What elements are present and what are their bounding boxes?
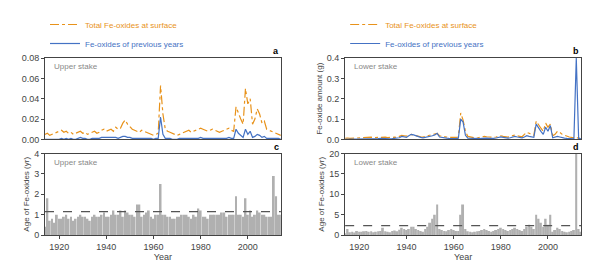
svg-text:0.00: 0.00 bbox=[22, 135, 40, 145]
svg-text:0.3: 0.3 bbox=[327, 74, 340, 84]
svg-text:20: 20 bbox=[329, 149, 339, 159]
svg-text:Total Fe-oxides at surface: Total Fe-oxides at surface bbox=[85, 21, 177, 30]
svg-text:1920: 1920 bbox=[349, 242, 369, 252]
svg-text:Fe-oxides of previous years: Fe-oxides of previous years bbox=[85, 40, 183, 49]
svg-text:1920: 1920 bbox=[49, 242, 69, 252]
svg-text:Lower stake: Lower stake bbox=[354, 62, 398, 71]
svg-text:1960: 1960 bbox=[444, 242, 464, 252]
svg-text:0.1: 0.1 bbox=[327, 114, 340, 124]
svg-text:0: 0 bbox=[34, 230, 39, 240]
svg-text:Age of Fe-oxides (yr): Age of Fe-oxides (yr) bbox=[22, 157, 31, 232]
svg-text:Year: Year bbox=[454, 252, 472, 262]
svg-text:0.0: 0.0 bbox=[327, 135, 340, 145]
svg-text:1: 1 bbox=[34, 210, 39, 220]
svg-text:0.4: 0.4 bbox=[327, 53, 340, 63]
svg-text:0.04: 0.04 bbox=[22, 94, 40, 104]
svg-text:10: 10 bbox=[329, 189, 339, 199]
svg-text:0.02: 0.02 bbox=[22, 114, 40, 124]
svg-text:2000: 2000 bbox=[538, 242, 558, 252]
svg-text:1980: 1980 bbox=[491, 242, 511, 252]
svg-text:Upper stake: Upper stake bbox=[54, 62, 98, 71]
svg-text:Age of Fe-oxides (yr): Age of Fe-oxides (yr) bbox=[317, 157, 326, 232]
svg-text:Fe-oxide amount (g): Fe-oxide amount (g) bbox=[315, 62, 324, 134]
svg-text:5: 5 bbox=[334, 210, 339, 220]
svg-text:d: d bbox=[573, 142, 579, 152]
svg-text:b: b bbox=[573, 46, 579, 56]
svg-text:a: a bbox=[273, 46, 279, 56]
svg-text:2: 2 bbox=[34, 189, 39, 199]
svg-text:3: 3 bbox=[34, 169, 39, 179]
svg-text:c: c bbox=[274, 142, 279, 152]
svg-text:Year: Year bbox=[154, 252, 172, 262]
svg-text:2000: 2000 bbox=[238, 242, 258, 252]
svg-text:1980: 1980 bbox=[191, 242, 211, 252]
svg-text:4: 4 bbox=[34, 149, 39, 159]
svg-text:Upper stake: Upper stake bbox=[54, 158, 98, 167]
svg-text:0.08: 0.08 bbox=[22, 53, 40, 63]
svg-text:0: 0 bbox=[334, 230, 339, 240]
svg-text:15: 15 bbox=[329, 169, 339, 179]
svg-text:Lower stake: Lower stake bbox=[354, 158, 398, 167]
svg-text:1940: 1940 bbox=[396, 242, 416, 252]
svg-text:1940: 1940 bbox=[96, 242, 116, 252]
svg-text:0.2: 0.2 bbox=[327, 94, 340, 104]
svg-text:0.06: 0.06 bbox=[22, 74, 40, 84]
svg-text:Total Fe-oxides at surface: Total Fe-oxides at surface bbox=[385, 21, 477, 30]
svg-text:Fe-oxides of previous years: Fe-oxides of previous years bbox=[385, 40, 483, 49]
svg-text:1960: 1960 bbox=[143, 242, 163, 252]
